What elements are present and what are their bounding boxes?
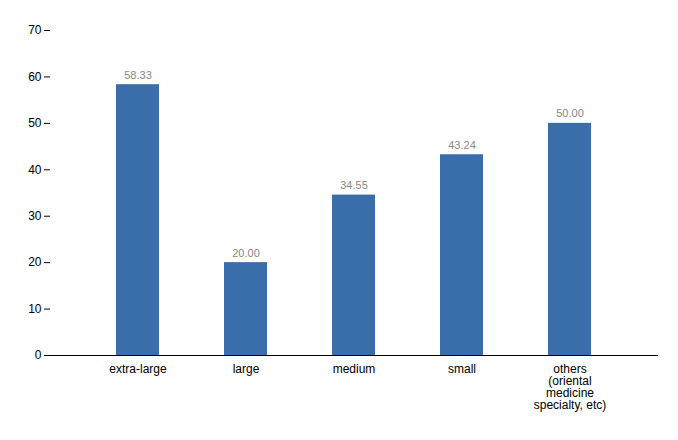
svg-text:20.00: 20.00 bbox=[232, 247, 260, 259]
svg-text:50.00: 50.00 bbox=[556, 107, 584, 119]
svg-text:34.55: 34.55 bbox=[340, 179, 368, 191]
svg-text:58.33: 58.33 bbox=[124, 69, 152, 81]
svg-text:large: large bbox=[233, 362, 260, 376]
svg-text:10: 10 bbox=[28, 302, 42, 316]
svg-text:20: 20 bbox=[28, 255, 42, 269]
svg-text:others(orientalmedicinespecial: others(orientalmedicinespecialty, etc) bbox=[534, 362, 606, 412]
svg-text:medium: medium bbox=[333, 362, 376, 376]
svg-text:40: 40 bbox=[28, 163, 42, 177]
svg-text:small: small bbox=[448, 362, 476, 376]
svg-text:50: 50 bbox=[28, 116, 42, 130]
svg-text:extra-large: extra-large bbox=[109, 362, 167, 376]
svg-text:60: 60 bbox=[28, 70, 42, 84]
svg-text:30: 30 bbox=[28, 209, 42, 223]
svg-text:70: 70 bbox=[28, 23, 42, 37]
svg-text:43.24: 43.24 bbox=[448, 139, 476, 151]
svg-text:0: 0 bbox=[35, 348, 42, 362]
